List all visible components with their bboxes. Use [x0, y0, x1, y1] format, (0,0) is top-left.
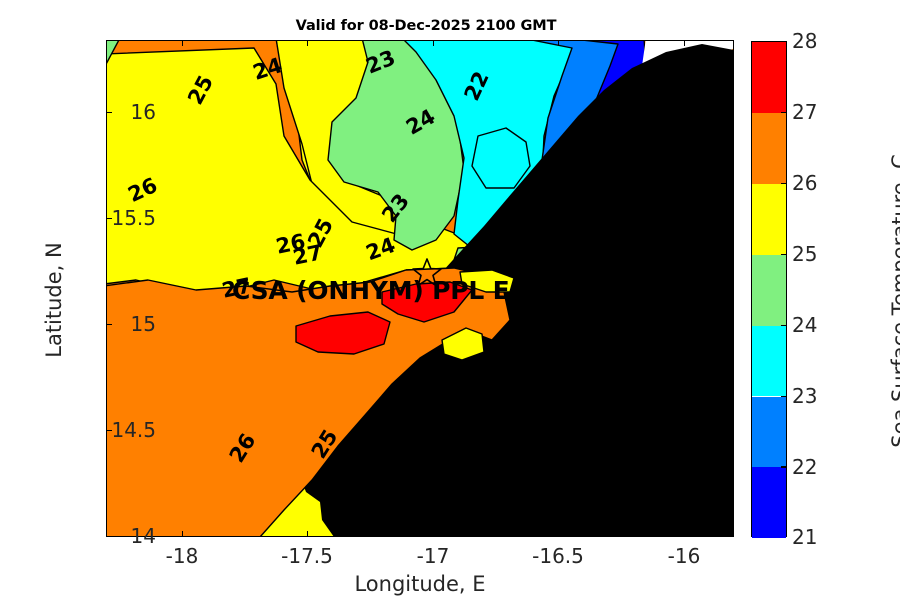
colorbar-tick-label: 25	[792, 242, 818, 266]
y-tick-label: 14	[130, 524, 156, 548]
contour-canvas	[106, 40, 734, 537]
colorbar-band-24-25	[752, 254, 786, 326]
colorbar-tick-label: 28	[792, 29, 818, 53]
region-24-25-nw	[106, 40, 120, 66]
colorbar-tick-label: 24	[792, 313, 818, 337]
chart-title: Valid for 08-Dec-2025 2100 GMT	[295, 18, 557, 34]
colorbar-band-27-28	[752, 42, 786, 113]
colorbar-band-21-22	[752, 467, 786, 539]
y-tick-label: 15.5	[111, 206, 156, 230]
colorbar-tick-label: 21	[792, 525, 818, 549]
map-plot-area[interactable]	[106, 40, 734, 537]
colorbar-band-23-24	[752, 325, 786, 397]
region-27-28-a	[295, 311, 391, 355]
region-25-26-coast-sliver2	[441, 327, 485, 361]
site-label: CSA (ONHYM) PPL E	[232, 276, 510, 305]
colorbar-tick-label: 27	[792, 100, 818, 124]
x-tick-label: -17.5	[281, 544, 333, 568]
colorbar-band-25-26	[752, 183, 786, 255]
colorbar-tick-label: 23	[792, 384, 818, 408]
y-axis-label: Latitude, N	[42, 242, 66, 358]
colorbar-tick-label: 22	[792, 455, 818, 479]
y-tick-label: 16	[130, 100, 156, 124]
y-tick-label: 15	[130, 312, 156, 336]
colorbar[interactable]	[751, 41, 787, 539]
colorbar-band-22-23	[752, 396, 786, 468]
region-26-27-southwest	[106, 267, 511, 537]
colorbar-band-26-27	[752, 112, 786, 184]
y-tick-label: 14.5	[111, 418, 156, 442]
x-tick-label: -17	[416, 544, 450, 568]
region-27-28-b	[381, 281, 473, 323]
colorbar-tick-label: 26	[792, 171, 818, 195]
colorbar-axis-label: Sea Surface Temperature, C	[888, 154, 900, 448]
region-25-26-coast-sliver	[459, 269, 515, 293]
x-axis-label: Longitude, E	[354, 572, 486, 596]
x-tick-label: -16	[667, 544, 701, 568]
site-star-marker	[412, 258, 442, 287]
x-tick-label: -18	[165, 544, 199, 568]
x-tick-label: -16.5	[532, 544, 584, 568]
